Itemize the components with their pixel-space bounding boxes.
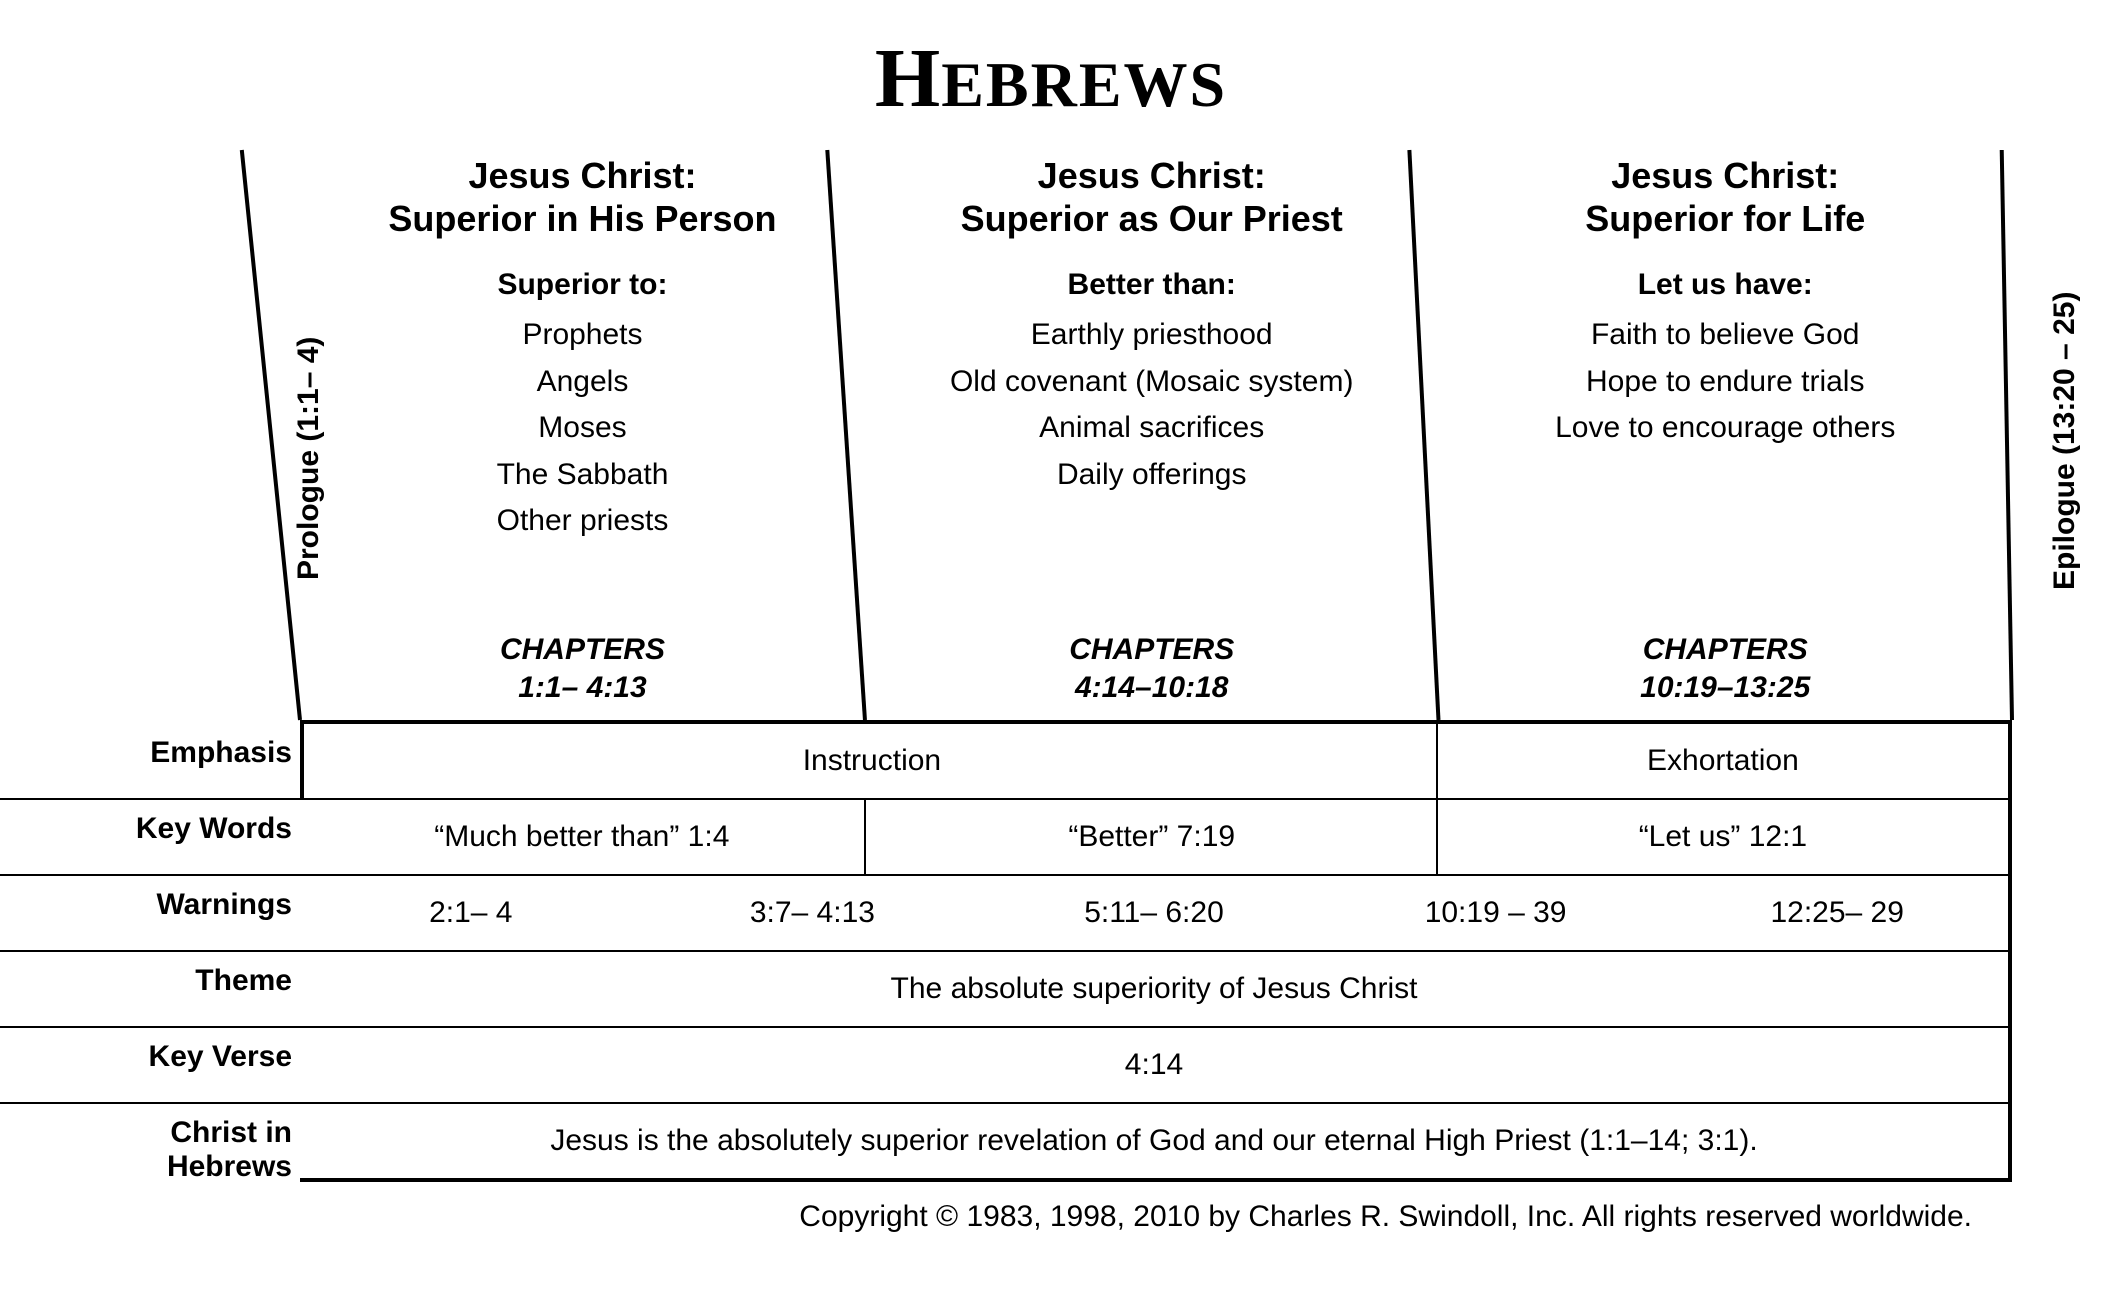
warn-1: 2:1– 4 bbox=[300, 876, 642, 950]
row-emphasis: Instruction Exhortation bbox=[300, 724, 2008, 798]
page-title: HEBREWS bbox=[0, 30, 2102, 127]
kw-1: “Much better than” 1:4 bbox=[300, 800, 864, 874]
kw-2: “Better” 7:19 bbox=[864, 800, 1438, 874]
label-theme: Theme bbox=[195, 964, 292, 998]
title-first-letter: H bbox=[875, 32, 941, 125]
row-keywords: “Much better than” 1:4 “Better” 7:19 “Le… bbox=[300, 798, 2008, 874]
copyright-text: Copyright © 1983, 1998, 2010 by Charles … bbox=[350, 1200, 1972, 1234]
row-christ: Jesus is the absolutely superior revelat… bbox=[300, 1102, 2008, 1178]
label-keyverse: Key Verse bbox=[149, 1040, 292, 1074]
hebrews-chart: Emphasis Key Words Warnings Theme Key Ve… bbox=[40, 150, 2062, 1230]
row-keyverse: 4:14 bbox=[300, 1026, 2008, 1102]
christ-text: Jesus is the absolutely superior revelat… bbox=[300, 1104, 2008, 1178]
emphasis-instruction: Instruction bbox=[300, 724, 1440, 798]
emphasis-exhortation: Exhortation bbox=[1436, 724, 2008, 798]
label-warnings: Warnings bbox=[156, 888, 292, 922]
label-christ: Christ in Hebrews bbox=[40, 1116, 292, 1184]
warn-5: 12:25– 29 bbox=[1666, 876, 2008, 950]
row-warnings: 2:1– 4 3:7– 4:13 5:11– 6:20 10:19 – 39 1… bbox=[300, 874, 2008, 950]
warn-3: 5:11– 6:20 bbox=[983, 876, 1325, 950]
rows-table: Instruction Exhortation “Much better tha… bbox=[300, 720, 2012, 1182]
warn-2: 3:7– 4:13 bbox=[642, 876, 984, 950]
epilogue-label: Epilogue (13:20 – 25) bbox=[2048, 292, 2082, 590]
row-labels-column: Emphasis Key Words Warnings Theme Key Ve… bbox=[40, 150, 300, 1230]
title-rest: EBREWS bbox=[941, 49, 1227, 120]
theme-text: The absolute superiority of Jesus Christ bbox=[300, 952, 2008, 1026]
warn-4: 10:19 – 39 bbox=[1325, 876, 1667, 950]
label-emphasis: Emphasis bbox=[150, 736, 292, 770]
kw-3: “Let us” 12:1 bbox=[1436, 800, 2008, 874]
column-dividers bbox=[300, 150, 2012, 720]
keyverse-text: 4:14 bbox=[300, 1028, 2008, 1102]
row-theme: The absolute superiority of Jesus Christ bbox=[300, 950, 2008, 1026]
label-keywords: Key Words bbox=[136, 812, 292, 846]
